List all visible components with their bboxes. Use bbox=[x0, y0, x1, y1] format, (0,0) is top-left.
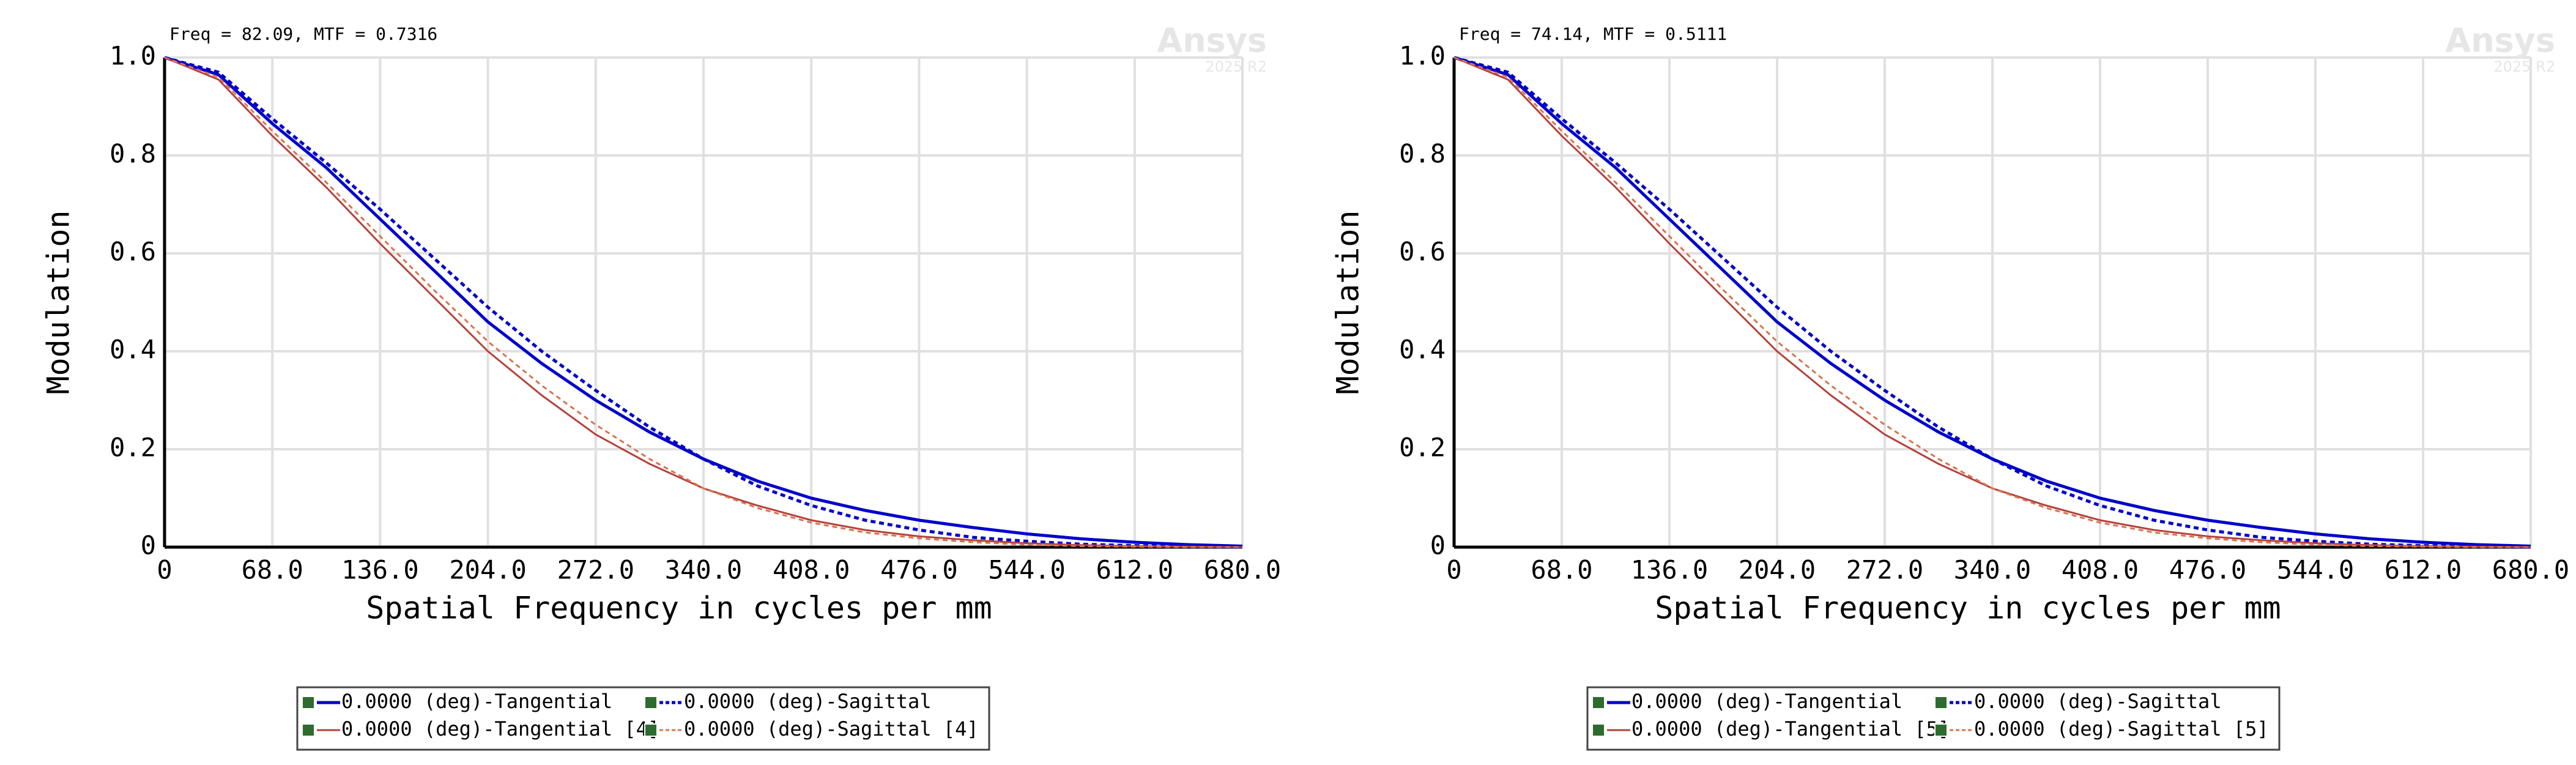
x-tick-label: 612.0 bbox=[2385, 555, 2462, 585]
x-tick-label: 680.0 bbox=[1204, 555, 1281, 585]
x-tick-label: 68.0 bbox=[242, 555, 303, 585]
x-tick-label: 680.0 bbox=[2492, 555, 2569, 585]
chart: 0 0.2 0.4 0.6 0.8 1.0 0 68.0 136.0 204.0 272.0 340.… bbox=[41, 21, 1281, 751]
annotation: Freq = 82.09, MTF = 0.7316 bbox=[169, 24, 437, 44]
legend-checkbox bbox=[1934, 696, 1948, 709]
x-tick-label: 68.0 bbox=[1531, 555, 1592, 585]
x-axis-label: Spatial Frequency in cycles per mm bbox=[1655, 591, 2281, 626]
legend-checkbox bbox=[302, 696, 315, 709]
x-tick-label: 272.0 bbox=[557, 555, 634, 585]
y-tick-label: 0.6 bbox=[1399, 237, 1446, 267]
x-tick-label: 408.0 bbox=[2062, 555, 2139, 585]
y-tick-label: 0.2 bbox=[1399, 433, 1446, 463]
legend-checkbox bbox=[1934, 723, 1948, 737]
legend-box bbox=[1586, 686, 2281, 751]
x-tick-label: 544.0 bbox=[988, 555, 1065, 585]
annotation: Freq = 74.14, MTF = 0.5111 bbox=[1459, 24, 1727, 44]
y-axis-label: Modulation bbox=[1331, 210, 1366, 394]
legend-box bbox=[296, 686, 990, 751]
x-tick-label: 340.0 bbox=[665, 555, 742, 585]
x-tick-label: 136.0 bbox=[1631, 555, 1708, 585]
series-line bbox=[164, 56, 1243, 549]
x-tick-label: 204.0 bbox=[1739, 555, 1816, 585]
legend-label: 0.0000 (deg)-Tangential [4] bbox=[341, 717, 659, 741]
legend-checkbox bbox=[1592, 723, 1605, 737]
watermark-sub: 2025 R2 bbox=[2493, 58, 2555, 75]
x-tick-label: 272.0 bbox=[1846, 555, 1923, 585]
watermark-sub: 2025 R2 bbox=[1205, 58, 1267, 75]
y-tick-label: 0.2 bbox=[109, 433, 156, 463]
x-tick-label: 136.0 bbox=[341, 555, 418, 585]
series-line bbox=[1453, 56, 2531, 548]
legend-checkbox bbox=[1592, 696, 1605, 709]
x-tick-label: 0 bbox=[1446, 555, 1461, 585]
y-tick-label: 0.8 bbox=[109, 139, 156, 169]
legend-label: 0.0000 (deg)-Sagittal [5] bbox=[1974, 717, 2269, 741]
x-tick-label: 408.0 bbox=[773, 555, 850, 585]
series-line bbox=[1453, 56, 2531, 549]
watermark: Ansys bbox=[2445, 21, 2555, 60]
x-tick-label: 204.0 bbox=[449, 555, 526, 585]
y-tick-label: 0.6 bbox=[109, 237, 156, 267]
x-axis-label: Spatial Frequency in cycles per mm bbox=[366, 591, 992, 626]
x-tick-label: 476.0 bbox=[880, 555, 957, 585]
x-tick-label: 340.0 bbox=[1954, 555, 2031, 585]
legend-label: 0.0000 (deg)-Sagittal bbox=[684, 690, 932, 713]
legend-label: 0.0000 (deg)-Tangential bbox=[1631, 690, 1902, 713]
legend-label: 0.0000 (deg)-Sagittal bbox=[1974, 690, 2222, 713]
legend-label: 0.0000 (deg)-Sagittal [4] bbox=[684, 717, 979, 741]
y-tick-label: 0 bbox=[141, 531, 156, 561]
legend-checkbox bbox=[644, 723, 658, 737]
y-tick-label: 0.8 bbox=[1399, 139, 1446, 169]
legend-checkbox bbox=[644, 696, 658, 709]
legend-checkbox bbox=[302, 723, 315, 737]
legend-label: 0.0000 (deg)-Tangential [5] bbox=[1631, 717, 1950, 741]
y-tick-label: 1.0 bbox=[1399, 41, 1446, 71]
y-tick-label: 1.0 bbox=[109, 41, 156, 71]
y-tick-label: 0.4 bbox=[1399, 335, 1446, 365]
y-tick-label: 0.4 bbox=[109, 335, 156, 365]
y-axis-label: Modulation bbox=[41, 210, 76, 394]
x-tick-label: 612.0 bbox=[1096, 555, 1173, 585]
x-tick-label: 544.0 bbox=[2277, 555, 2354, 585]
watermark: Ansys bbox=[1157, 21, 1267, 60]
series-line bbox=[164, 56, 1242, 548]
chart: 0 0.2 0.4 0.6 0.8 1.0 0 68.0 136.0 204.0 272.0 340.… bbox=[1331, 21, 2569, 751]
x-tick-label: 476.0 bbox=[2169, 555, 2246, 585]
x-tick-label: 0 bbox=[157, 555, 172, 585]
y-tick-label: 0 bbox=[1430, 531, 1446, 561]
legend-label: 0.0000 (deg)-Tangential bbox=[341, 690, 612, 713]
